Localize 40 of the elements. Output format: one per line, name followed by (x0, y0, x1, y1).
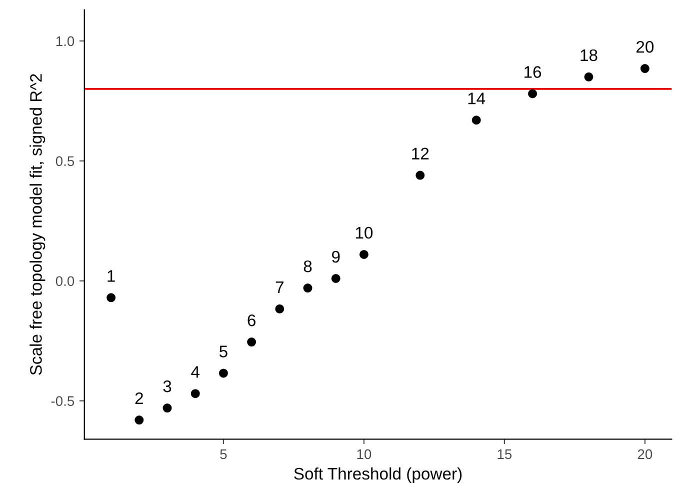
point (640, 64, 650, 74)
annotation: 3 (163, 380, 172, 392)
y-tick-label: 0.0 (56, 276, 74, 286)
annotation: 16 (524, 66, 542, 78)
annotation: 12 (412, 148, 429, 160)
point (584, 72, 594, 82)
point (134, 416, 144, 425)
annotation: 2 (135, 392, 143, 404)
point (218, 368, 228, 378)
annotation: 6 (248, 314, 256, 326)
point (275, 304, 284, 314)
x-tick-label: 10 (357, 449, 372, 460)
x-tick-label: 5 (220, 449, 227, 460)
point (416, 170, 425, 180)
y-tick-label: 0.5 (56, 156, 74, 166)
annotation: 18 (580, 49, 598, 62)
point (162, 404, 172, 413)
y-tick-label: 1.0 (56, 36, 74, 46)
point (303, 284, 312, 293)
point (331, 274, 340, 283)
annotation: 10 (356, 226, 373, 239)
y-axis-title: Scale free topology model fit, signed R^2 (30, 74, 46, 375)
point (247, 338, 256, 347)
annotation: 1 (108, 270, 115, 282)
annotation: 14 (468, 92, 486, 104)
annotation: 7 (276, 282, 284, 293)
point (528, 89, 538, 98)
annotation: 8 (304, 260, 312, 272)
annotation: 9 (332, 250, 340, 263)
annotation: 5 (219, 346, 228, 358)
x-axis-title: Soft Threshold (power) (294, 467, 462, 483)
annotation: 4 (191, 366, 200, 378)
x-tick-label: 20 (638, 449, 652, 460)
point (472, 116, 481, 125)
annotation: 20 (636, 40, 654, 53)
y-tick-label: -0.5 (51, 396, 74, 406)
x-tick-label: 15 (498, 449, 512, 460)
point (190, 389, 200, 398)
point (106, 293, 116, 302)
point (359, 250, 368, 259)
